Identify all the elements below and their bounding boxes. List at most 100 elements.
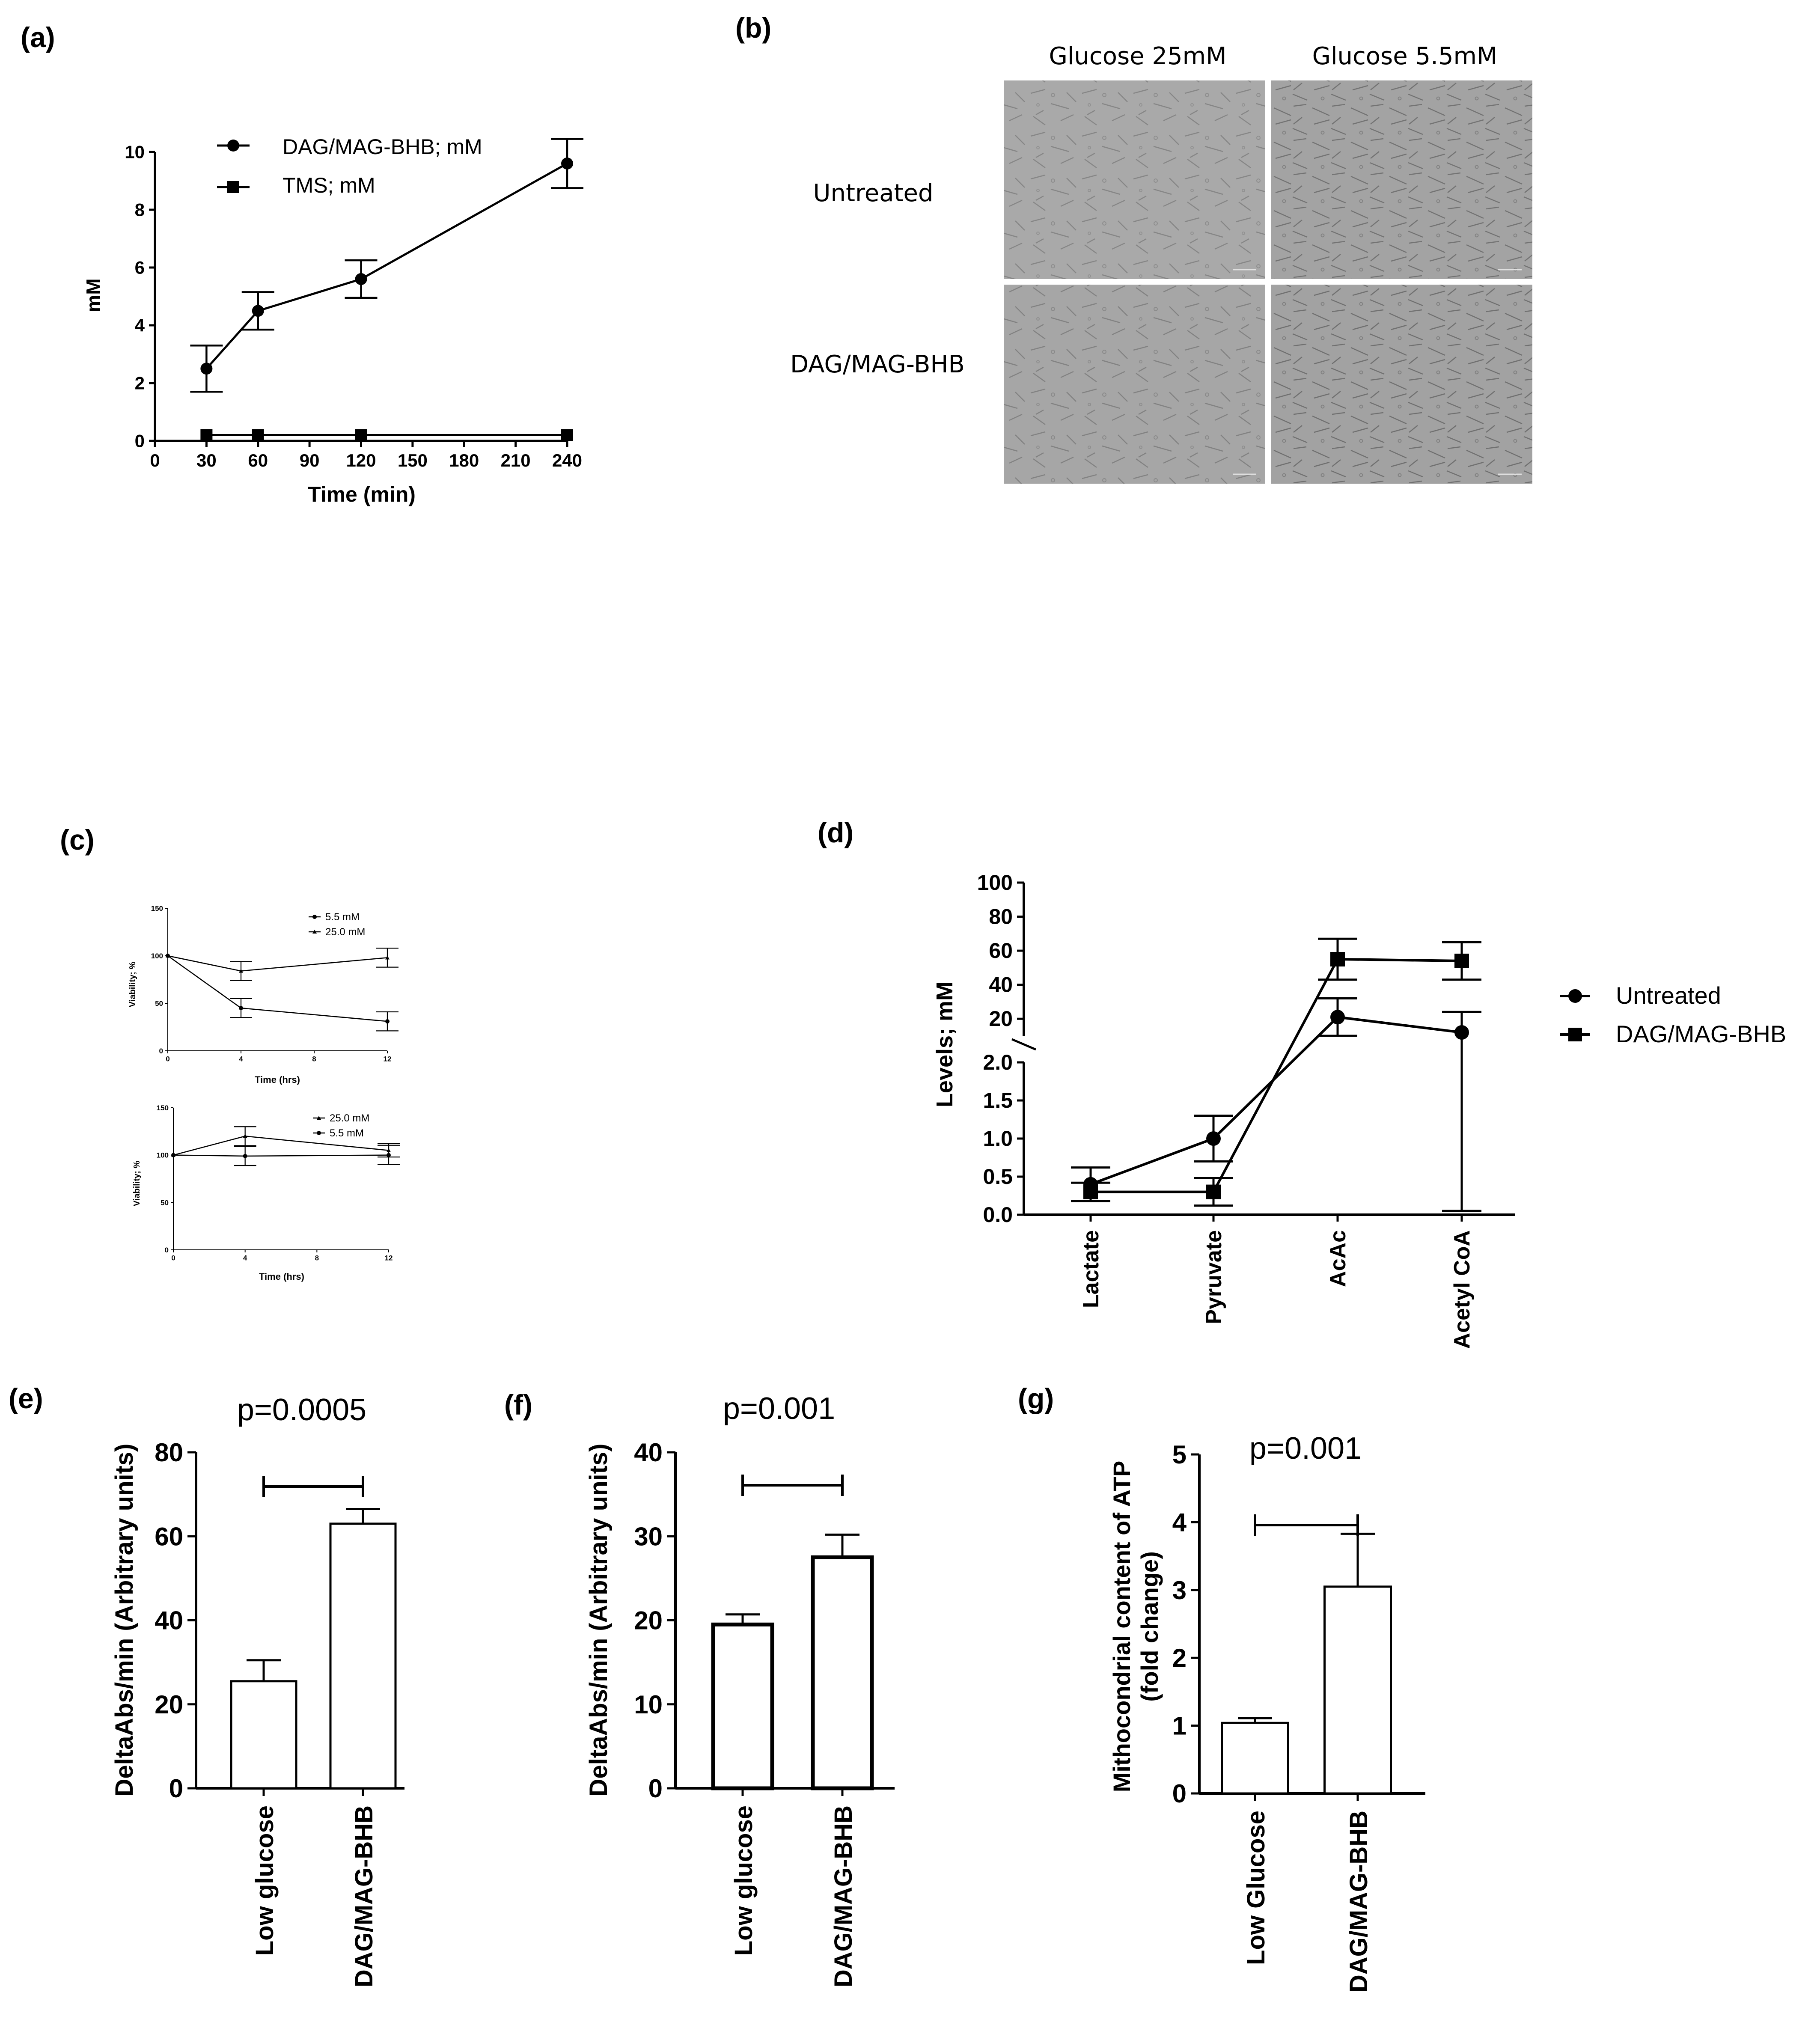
- a-x-tick-label: 0: [150, 450, 160, 470]
- panel-c-bottom-ylabel: Viability; %: [132, 1161, 142, 1207]
- f-significance-bracket: [741, 1475, 844, 1496]
- g-x-tick-label: DAG/MAG-BHB: [1345, 1811, 1373, 1992]
- c_bottom-y-tick-label: 100: [157, 1151, 169, 1160]
- a-x-tick-label: 90: [300, 450, 320, 470]
- panel-f-ylabel: DeltaAbs/min (Arbitrary units): [585, 1444, 613, 1797]
- d-y-tick-label: 1.0: [983, 1127, 1013, 1151]
- e-bar: [230, 1680, 297, 1790]
- c_top-y-tick-label: 150: [151, 904, 163, 913]
- f-y-tick-label: 10: [634, 1690, 663, 1719]
- d-y-tick-label: 80: [989, 905, 1013, 929]
- d-y-tick-label: 100: [977, 871, 1013, 895]
- a-x-tick-label: 60: [248, 450, 268, 470]
- panel-g-chart: Mithocondrial content of ATP (fold chang…: [1108, 1431, 1425, 1992]
- g-bar: [1323, 1585, 1392, 1795]
- c_bottom-y-tick-label: 50: [161, 1198, 169, 1207]
- a-x-tick-label: 240: [552, 450, 582, 470]
- d-series-2-point: [1206, 1184, 1221, 1199]
- panel-c-top-legend-label-2: 25.0 mM: [325, 926, 365, 938]
- f-y-tick-label: 30: [634, 1522, 663, 1551]
- panel-c-top-xlabel: Time (hrs): [255, 1074, 300, 1085]
- panel-d-chart: Levels; mM Untreated DAG/MAG-BHB 0.0 0.5 1…: [932, 871, 1786, 1349]
- panel-d-ylabel: Levels; mM: [932, 981, 958, 1107]
- panel-b-micrographs: Glucose 25mM Glucose 5.5mM Untreated DAG…: [790, 42, 1532, 484]
- d-legend-marker-1: [1568, 989, 1582, 1003]
- c_bottom-series-2-point: [387, 1153, 391, 1157]
- panel-a-legend-label-2: TMS; mM: [283, 173, 375, 197]
- panel-c-top-ylabel: Viability; %: [128, 962, 137, 1008]
- c_top-y-tick-label: 50: [155, 999, 163, 1008]
- g-bar: [1221, 1722, 1289, 1795]
- a-series-1-point: [355, 273, 367, 285]
- d-x-tick-label: AcAc: [1326, 1230, 1350, 1287]
- panel-g-pvalue: p=0.001: [1249, 1431, 1362, 1466]
- d-series-2-point: [1083, 1184, 1098, 1199]
- panel-label-d: (d): [818, 817, 853, 848]
- c_top-y-tick-label: 0: [159, 1047, 163, 1055]
- e-x-tick-label: DAG/MAG-BHB: [350, 1805, 378, 1987]
- panel-c-bottom-legend-label-1: 25.0 mM: [330, 1112, 369, 1124]
- panel-a-chart: mM Time (min) DAG/MAG-BHB; mM TMS; mM 0 2…: [82, 135, 583, 506]
- micrograph-row-label-2: DAG/MAG-BHB: [790, 351, 965, 378]
- c_bottom-x-tick-label: 8: [315, 1254, 319, 1262]
- micrograph-untreated-5-5mm: [1271, 80, 1532, 279]
- d-x-tick-label: Lactate: [1079, 1230, 1103, 1308]
- c_top-series-2-line: [167, 955, 388, 972]
- panel-a-xlabel: Time (min): [308, 482, 416, 506]
- f-y-tick-label: 20: [634, 1606, 663, 1635]
- micrograph-row-label-1: Untreated: [813, 179, 934, 207]
- micrograph-untreated-25mm: [1004, 80, 1265, 279]
- e-significance-bracket: [262, 1476, 364, 1497]
- a-series-1-point: [561, 158, 573, 169]
- a-x-tick-label: 180: [449, 450, 479, 470]
- c_bottom-x-tick-label: 12: [385, 1254, 393, 1262]
- d-series-1-point: [1454, 1025, 1469, 1040]
- a-series-1-line: [205, 162, 568, 369]
- c_top-x-tick-label: 12: [384, 1055, 392, 1063]
- c_bottom-series-2-line: [173, 1154, 389, 1157]
- panel-d-legend-label-2: DAG/MAG-BHB: [1616, 1020, 1786, 1047]
- c_top-x-tick-label: 8: [312, 1055, 316, 1063]
- c_bottom-x-tick-label: 0: [171, 1254, 175, 1262]
- g-y-tick-label: 3: [1172, 1576, 1187, 1605]
- a-series-2-point: [252, 429, 264, 441]
- g-y-tick-label: 1: [1172, 1712, 1187, 1740]
- d-y-tick-label: 1.5: [983, 1088, 1013, 1112]
- a-y-tick-label: 2: [135, 373, 145, 393]
- a-y-tick-label: 8: [135, 200, 145, 220]
- d-series-2-point: [1330, 952, 1345, 966]
- panel-label-e: (e): [9, 1383, 43, 1414]
- panel-c-bottom-chart: Viability; % Time (hrs) 25.0 mM 5.5 mM 0…: [132, 1104, 400, 1282]
- c_top-y-tick-label: 100: [151, 952, 163, 960]
- c_top-series-1-line: [167, 955, 388, 1022]
- d-y-tick-label: 20: [989, 1007, 1013, 1031]
- e-x-tick-label: Low glucose: [251, 1805, 279, 1956]
- g-y-tick-label: 0: [1172, 1779, 1187, 1808]
- g-y-tick-label: 4: [1172, 1508, 1187, 1537]
- g-error-bar: [1238, 1717, 1272, 1723]
- c_top-series-2-point: [239, 969, 243, 973]
- d-series-2-line: [1091, 957, 1462, 1193]
- g-y-tick-label: 5: [1172, 1440, 1187, 1469]
- d-axis-break-icon: [1011, 1038, 1036, 1051]
- c_bottom-legend-marker-2: [317, 1131, 321, 1135]
- panel-label-f: (f): [504, 1389, 532, 1421]
- panel-label-c: (c): [60, 824, 95, 856]
- g-y-tick-label: 2: [1172, 1644, 1187, 1672]
- e-y-tick-label: 80: [155, 1438, 183, 1467]
- f-error-bar: [726, 1613, 760, 1625]
- d-y-tick-label: 0.0: [983, 1203, 1013, 1227]
- c_top-x-tick-label: 0: [166, 1055, 170, 1063]
- c_top-series-2-point: [385, 955, 390, 960]
- f-y-tick-label: 40: [634, 1438, 663, 1467]
- d-y-tick-label: 2.0: [983, 1050, 1013, 1074]
- a-series-2-point: [355, 429, 367, 441]
- panel-label-b: (b): [735, 12, 771, 44]
- c_top-series-2-point: [166, 954, 170, 957]
- a-y-tick-label: 10: [125, 142, 145, 162]
- panel-a-ylabel: mM: [82, 278, 104, 312]
- panel-f-pvalue: p=0.001: [723, 1392, 835, 1426]
- a-series-2-point: [561, 429, 573, 441]
- a-x-tick-label: 150: [398, 450, 428, 470]
- a-x-tick-label: 30: [196, 450, 217, 470]
